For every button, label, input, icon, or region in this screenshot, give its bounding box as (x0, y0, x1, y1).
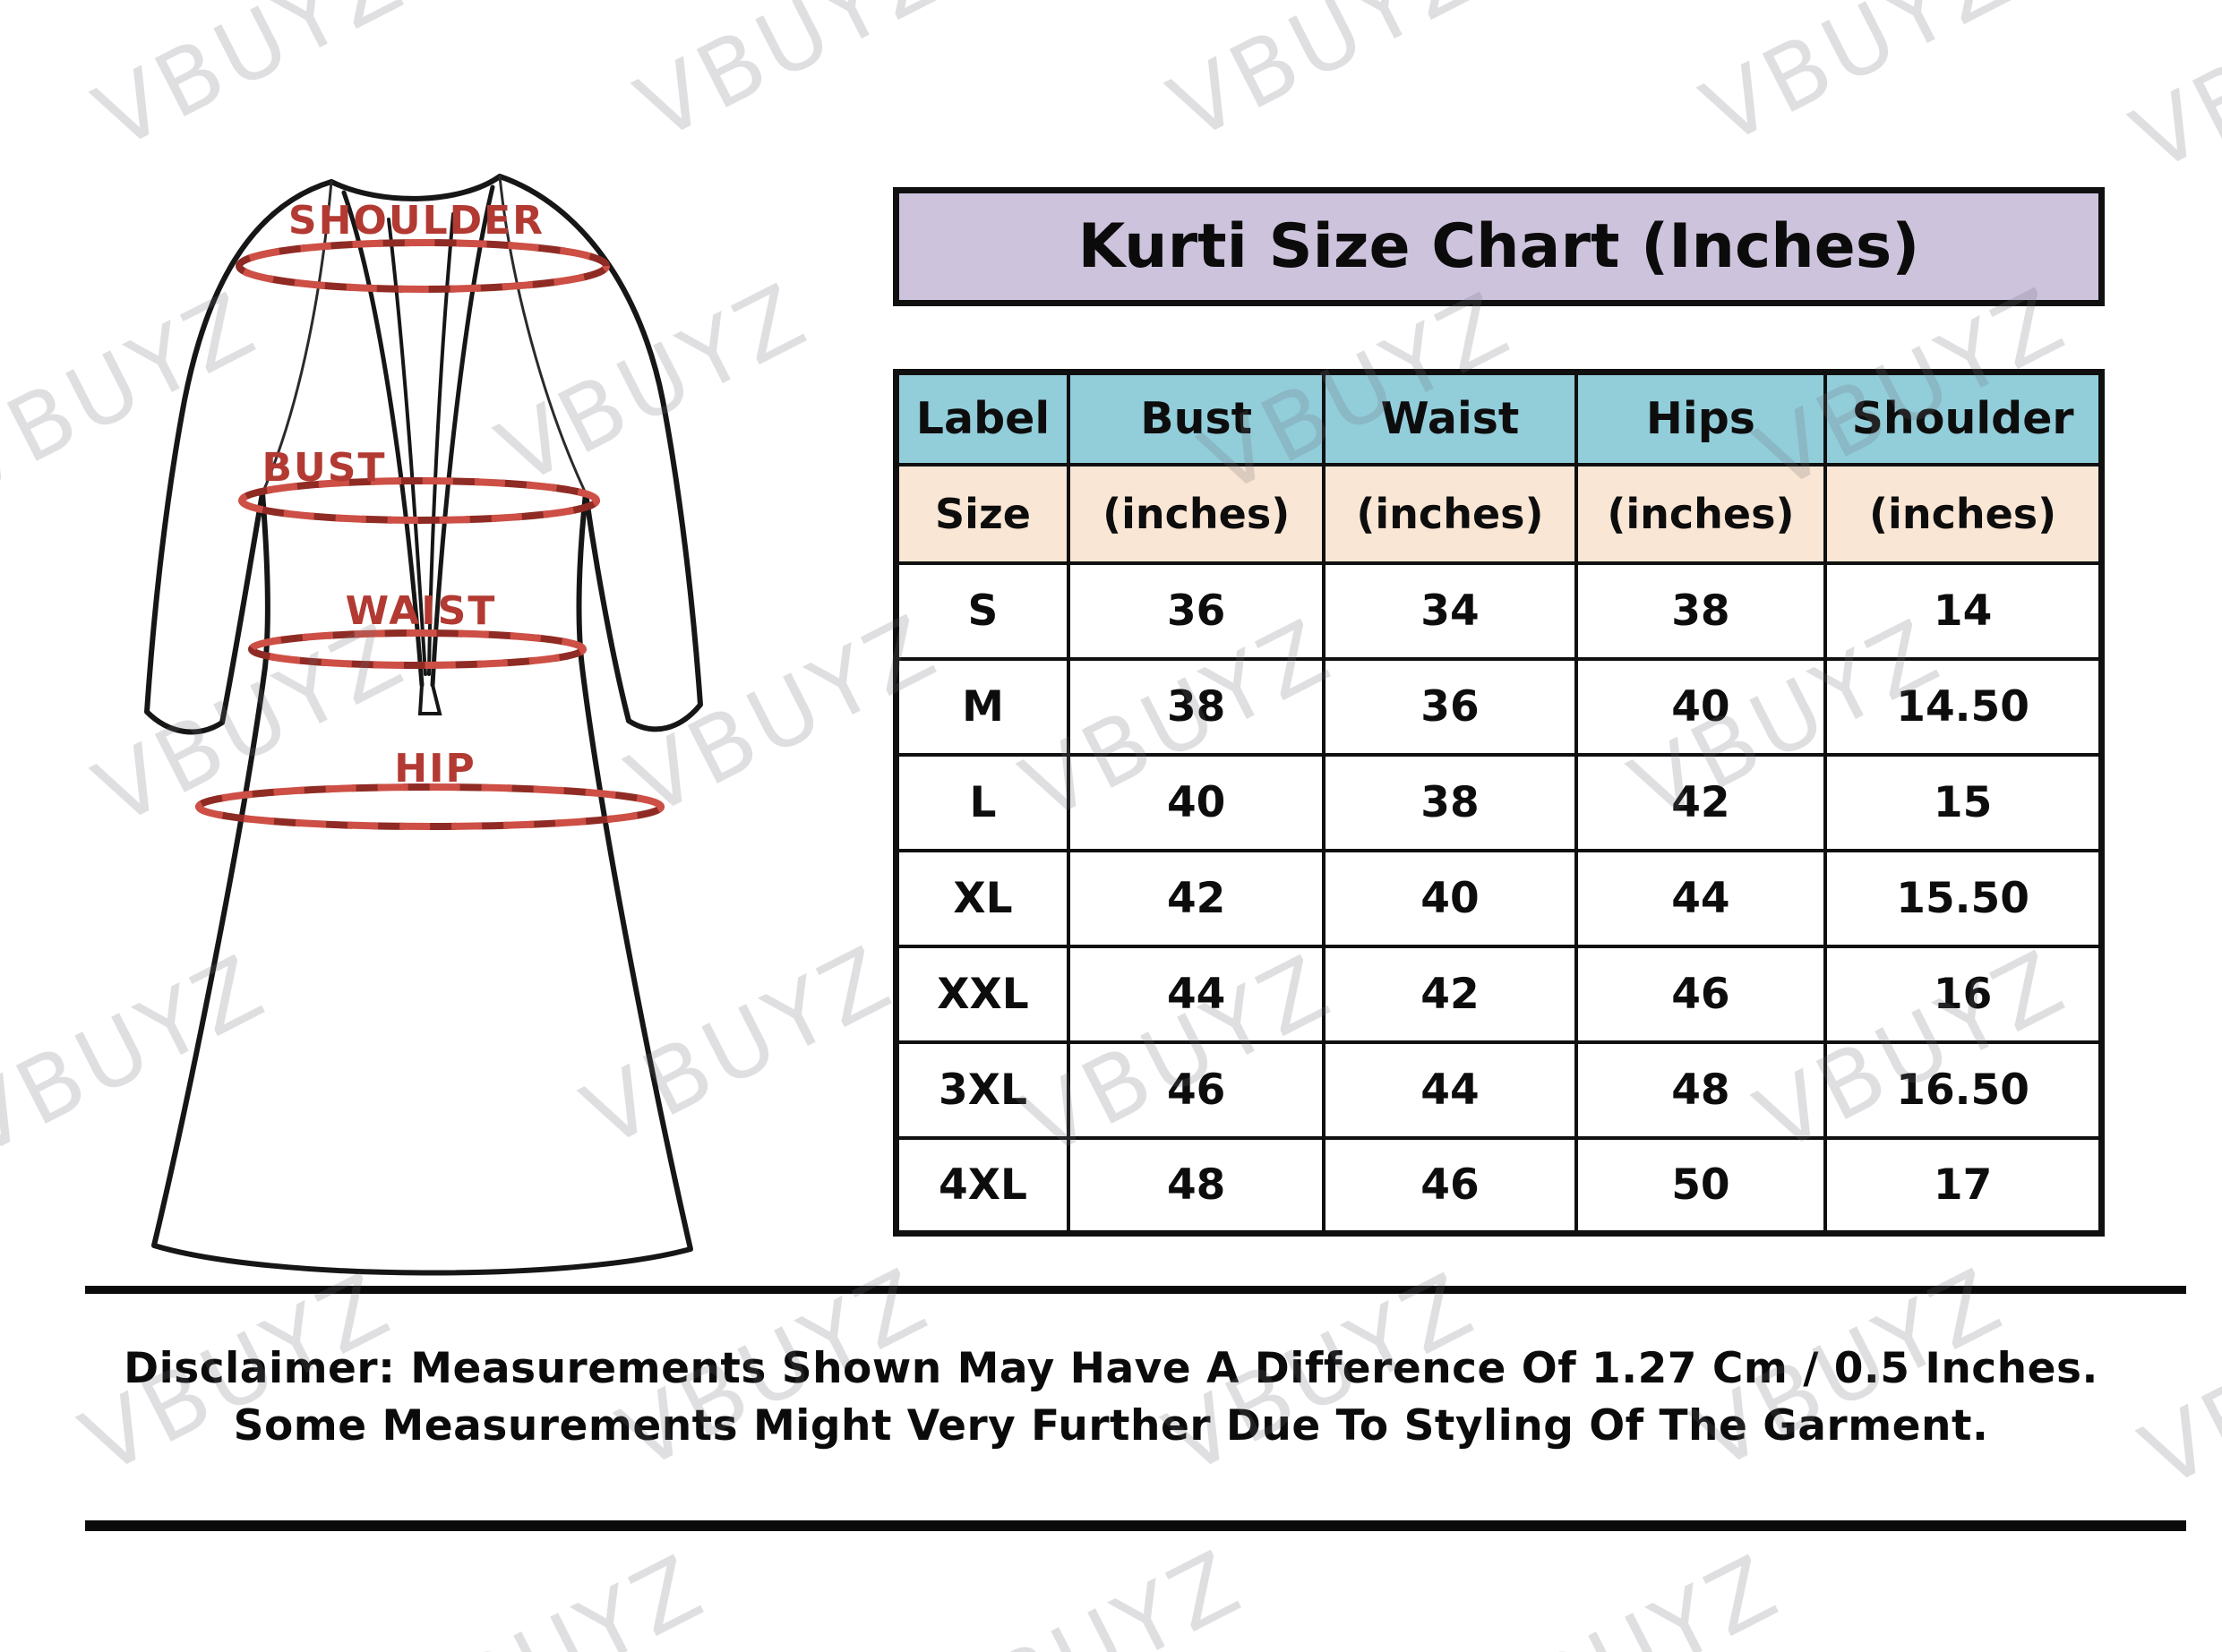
measurement-cell: 14.50 (1823, 656, 2104, 757)
table-row-l: L 40 38 42 15 (894, 752, 2104, 852)
units-row: Size (inches) (inches) (inches) (inches) (894, 462, 2104, 565)
measurement-cell: 16.50 (1823, 1040, 2104, 1140)
placket-inner-left (387, 218, 427, 676)
measurement-cell: 34 (1322, 561, 1578, 661)
waist-dash-ellipse-alt (248, 629, 587, 669)
units-header-size: Size (894, 462, 1070, 565)
watermark-text: VBUYZ (79, 0, 423, 170)
measurement-cell: 46 (1574, 944, 1828, 1044)
size-cell: 4XL (894, 1135, 1070, 1236)
measurement-cell: 48 (1574, 1040, 1828, 1140)
measurement-cell: 42 (1066, 848, 1326, 948)
units-header-bust: (inches) (1066, 462, 1326, 565)
measurement-cell: 14 (1823, 561, 2104, 661)
units-header-hips: (inches) (1574, 462, 1828, 565)
size-chart-table: Label Bust Waist Hips Shoulder Size (inc… (893, 369, 2105, 1237)
column-header-waist: Waist (1322, 370, 1578, 466)
measurement-cell: 38 (1322, 752, 1578, 852)
left-shoulder-seam (261, 180, 333, 495)
shoulder-dash-ellipse-alt (236, 239, 610, 293)
size-cell: M (894, 656, 1070, 757)
column-header-shoulder: Shoulder (1823, 370, 2104, 466)
size-cell: XXL (894, 944, 1070, 1044)
measurement-cell: 48 (1066, 1135, 1326, 1236)
measurement-cell: 44 (1322, 1040, 1578, 1140)
measurement-cell: 44 (1574, 848, 1828, 948)
size-cell: L (894, 752, 1070, 852)
measurement-cell: 44 (1066, 944, 1326, 1044)
placket-inner-right (427, 212, 455, 676)
bust-dash-ellipse-alt (238, 477, 600, 524)
table-row-4xl: 4XL 48 46 50 17 (894, 1135, 2104, 1236)
shoulder-label: SHOULDER (288, 198, 545, 244)
measurement-cell: 40 (1322, 848, 1578, 948)
measurement-cell: 40 (1574, 656, 1828, 757)
table-row-xxl: XXL 44 42 46 16 (894, 944, 2104, 1044)
measurement-cell: 38 (1574, 561, 1828, 661)
table-row-xl: XL 42 40 44 15.50 (894, 848, 2104, 948)
units-header-shoulder: (inches) (1823, 462, 2104, 565)
neck-slit-right (430, 184, 495, 688)
size-cell: S (894, 561, 1070, 661)
measurement-cell: 38 (1066, 656, 1326, 757)
column-header-hips: Hips (1574, 370, 1828, 466)
measurement-cell: 15 (1823, 752, 2104, 852)
measurement-cell: 46 (1322, 1135, 1578, 1236)
watermark-text: VBUYZ (916, 1528, 1260, 1652)
header-row: Label Bust Waist Hips Shoulder (894, 370, 2104, 466)
divider-line-bottom (85, 1520, 2186, 1531)
kurti-outline (144, 174, 703, 1276)
units-header-waist: (inches) (1322, 462, 1578, 565)
bust-label: BUST (262, 445, 387, 491)
kurti-measurement-diagram: SHOULDER BUST WAIST HIP (144, 174, 703, 1276)
table-row-3xl: 3XL 46 44 48 16.50 (894, 1040, 2104, 1140)
column-header-bust: Bust (1066, 370, 1326, 466)
measurement-cell: 36 (1066, 561, 1326, 661)
watermark-text: VBUYZ (621, 0, 965, 161)
watermark-text: VBUYZ (380, 1533, 723, 1652)
page-title: Kurti Size Chart (Inches) (1077, 211, 1920, 282)
measurement-cell: 50 (1574, 1135, 1828, 1236)
watermark-text: VBUYZ (1154, 0, 1497, 161)
measurement-cell: 15.50 (1823, 848, 2104, 948)
measurement-cell: 36 (1322, 656, 1578, 757)
chart-title-bar: Kurti Size Chart (Inches) (893, 187, 2105, 306)
waist-label: WAIST (346, 588, 497, 634)
size-cell: XL (894, 848, 1070, 948)
measurement-cell: 42 (1574, 752, 1828, 852)
placket-bottom-notch (417, 683, 442, 715)
table-row-m: M 38 36 40 14.50 (894, 656, 2104, 757)
measurement-cell: 42 (1322, 944, 1578, 1044)
disclaimer-line-2: Some Measurements Might Very Further Due… (233, 1401, 1989, 1451)
column-header-label: Label (894, 370, 1070, 466)
table-row-s: S 36 34 38 14 (894, 561, 2104, 661)
disclaimer-line-1: Disclaimer: Measurements Shown May Have … (124, 1344, 2098, 1393)
measurement-cell: 16 (1823, 944, 2104, 1044)
size-cell: 3XL (894, 1040, 1070, 1140)
hip-dash-ellipse-alt (195, 783, 665, 830)
measurement-cell: 17 (1823, 1135, 2104, 1236)
watermark-text: VBUYZ (1454, 1533, 1797, 1652)
watermark-text: VBUYZ (1686, 0, 2030, 166)
hip-label: HIP (394, 746, 476, 792)
measurement-cell: 46 (1066, 1040, 1326, 1140)
watermark-text: VBUYZ (2116, 0, 2222, 193)
measurement-cell: 40 (1066, 752, 1326, 852)
right-shoulder-seam (498, 175, 588, 495)
divider-line-top (85, 1286, 2186, 1294)
disclaimer: Disclaimer: Measurements Shown May Have … (0, 1340, 2222, 1455)
